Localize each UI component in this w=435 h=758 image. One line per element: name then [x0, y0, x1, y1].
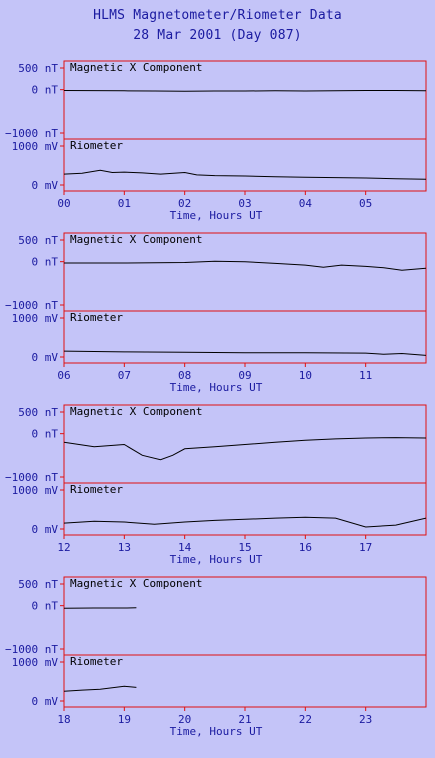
trace-line — [63, 516, 427, 528]
chart-subtitle: 28 Mar 2001 (Day 087) — [133, 28, 302, 43]
y-tick-label: 1000 mV — [12, 140, 59, 153]
panel-label: Magnetic X Component — [70, 233, 202, 246]
x-tick-label: 05 — [359, 197, 372, 210]
x-tick-label: 06 — [57, 369, 70, 382]
x-tick-label: 00 — [57, 197, 70, 210]
y-tick-label: 500 nT — [18, 62, 58, 75]
trace-line — [63, 90, 427, 92]
x-tick-label: 10 — [299, 369, 312, 382]
x-axis-label: Time, Hours UT — [170, 381, 263, 394]
panel-label: Magnetic X Component — [70, 61, 202, 74]
trace-line — [63, 437, 427, 461]
x-tick-label: 22 — [299, 713, 312, 726]
y-tick-label: 500 nT — [18, 234, 58, 247]
y-tick-label: 0 mV — [32, 523, 59, 536]
y-tick-label: −1000 nT — [5, 127, 58, 140]
y-tick-label: 0 nT — [32, 428, 59, 441]
x-tick-label: 15 — [238, 541, 251, 554]
x-tick-label: 04 — [299, 197, 313, 210]
x-tick-label: 21 — [238, 713, 251, 726]
x-tick-label: 18 — [57, 713, 70, 726]
x-axis-label: Time, Hours UT — [170, 725, 263, 738]
x-axis-label: Time, Hours UT — [170, 553, 263, 566]
x-tick-label: 12 — [57, 541, 70, 554]
x-tick-label: 20 — [178, 713, 191, 726]
y-tick-label: 1000 mV — [12, 312, 59, 325]
y-tick-label: 0 mV — [32, 351, 59, 364]
y-tick-label: 0 nT — [32, 600, 59, 613]
y-tick-label: 1000 mV — [12, 484, 59, 497]
x-tick-label: 19 — [118, 713, 131, 726]
chart-title: HLMS Magnetometer/Riometer Data — [93, 8, 342, 23]
y-tick-label: −1000 nT — [5, 643, 58, 656]
y-tick-label: −1000 nT — [5, 299, 58, 312]
y-tick-label: 500 nT — [18, 406, 58, 419]
panel-label: Riometer — [70, 483, 123, 496]
y-tick-label: −1000 nT — [5, 471, 58, 484]
panel-label: Riometer — [70, 139, 123, 152]
trace-line — [64, 260, 427, 271]
panel-label: Riometer — [70, 655, 123, 668]
panel-label: Riometer — [70, 311, 123, 324]
y-tick-label: 0 mV — [32, 179, 59, 192]
y-tick-label: 0 mV — [32, 695, 59, 708]
x-tick-label: 11 — [359, 369, 372, 382]
x-tick-label: 14 — [178, 541, 192, 554]
x-tick-label: 13 — [118, 541, 131, 554]
y-tick-label: 1000 mV — [12, 656, 59, 669]
x-tick-label: 08 — [178, 369, 191, 382]
y-tick-label: 0 nT — [32, 256, 59, 269]
panel-label: Magnetic X Component — [70, 577, 202, 590]
x-axis-label: Time, Hours UT — [170, 209, 263, 222]
x-tick-label: 07 — [118, 369, 131, 382]
panel-label: Magnetic X Component — [70, 405, 202, 418]
x-tick-label: 01 — [118, 197, 131, 210]
trace-line — [63, 607, 137, 609]
x-tick-label: 16 — [299, 541, 312, 554]
y-tick-label: 0 nT — [32, 84, 59, 97]
x-tick-label: 02 — [178, 197, 191, 210]
trace-line — [63, 350, 427, 356]
y-tick-label: 500 nT — [18, 578, 58, 591]
x-tick-label: 09 — [238, 369, 251, 382]
trace-line — [63, 169, 427, 180]
x-tick-label: 23 — [359, 713, 372, 726]
x-tick-label: 03 — [238, 197, 251, 210]
x-tick-label: 17 — [359, 541, 372, 554]
trace-line — [63, 685, 137, 692]
